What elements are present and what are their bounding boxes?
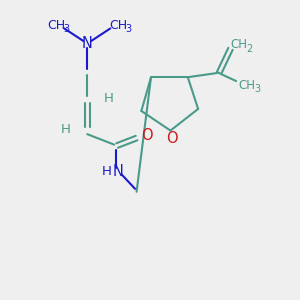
Text: O: O <box>141 128 153 143</box>
Text: H: H <box>61 123 71 136</box>
Text: O: O <box>166 131 178 146</box>
Text: 2: 2 <box>246 44 252 53</box>
Text: CH: CH <box>238 80 255 92</box>
Text: H: H <box>102 165 112 178</box>
Text: 3: 3 <box>255 84 261 94</box>
Text: CH: CH <box>109 19 127 32</box>
Text: N: N <box>112 164 124 179</box>
Text: CH: CH <box>230 38 247 51</box>
Text: CH: CH <box>47 19 66 32</box>
Text: 3: 3 <box>64 24 70 34</box>
Text: H: H <box>104 92 114 105</box>
Text: 3: 3 <box>125 24 132 34</box>
Text: N: N <box>82 37 93 52</box>
